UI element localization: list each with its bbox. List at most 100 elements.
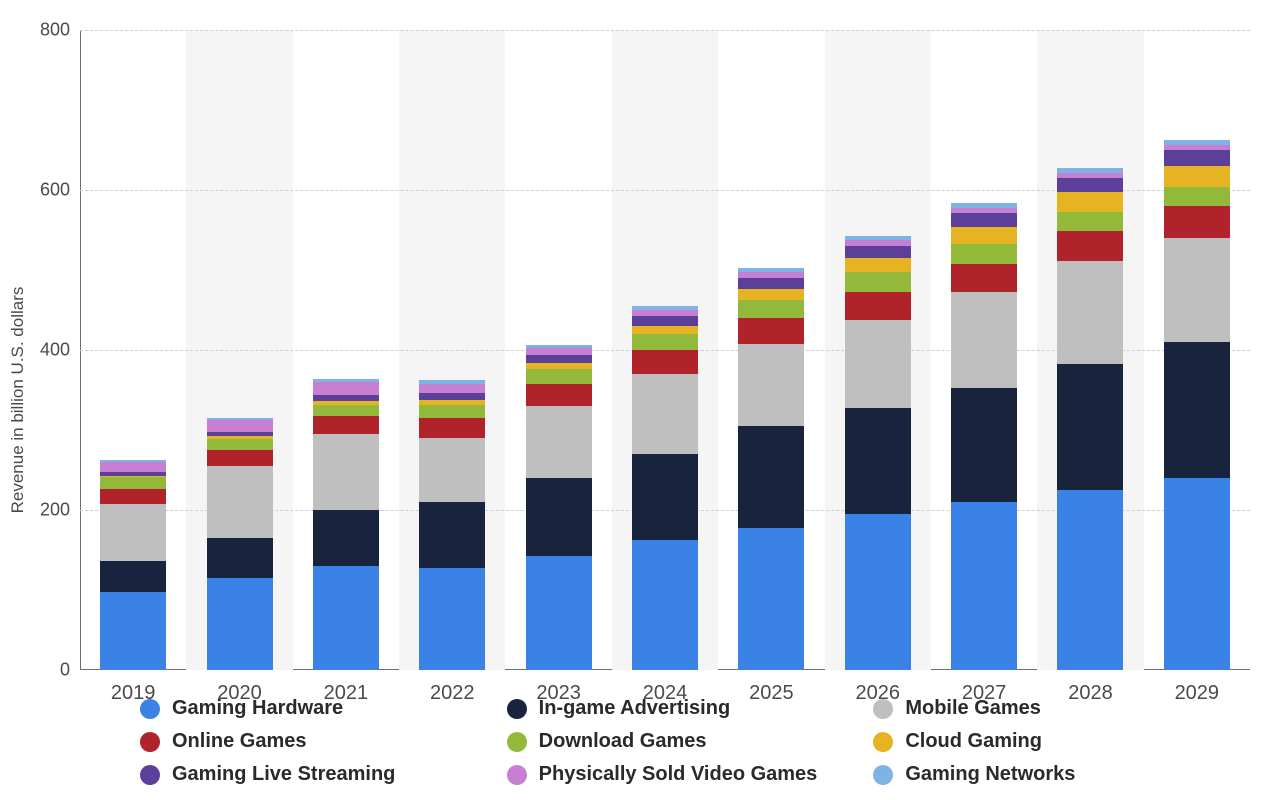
segment-download_games xyxy=(526,369,592,383)
segment-gaming_live_streaming xyxy=(632,316,698,326)
legend-label: In-game Advertising xyxy=(539,697,731,720)
legend-swatch xyxy=(140,732,160,752)
segment-online_games xyxy=(1057,231,1123,261)
segment-online_games xyxy=(1164,206,1230,238)
legend-swatch xyxy=(873,765,893,785)
bar-2019 xyxy=(100,460,166,670)
segment-cloud_gaming xyxy=(738,289,804,300)
segment-download_games xyxy=(207,439,273,450)
segment-online_games xyxy=(207,450,273,466)
y-tick-label: 0 xyxy=(60,660,70,681)
legend-swatch xyxy=(507,765,527,785)
bar-2023 xyxy=(526,345,592,670)
segment-in_game_advertising xyxy=(951,388,1017,502)
segment-download_games xyxy=(951,244,1017,263)
legend-label: Download Games xyxy=(539,730,707,753)
segment-gaming_live_streaming xyxy=(419,393,485,400)
segment-gaming_hardware xyxy=(845,514,911,670)
bar-2029 xyxy=(1164,140,1230,670)
legend-item-gaming_live_streaming: Gaming Live Streaming xyxy=(140,763,487,786)
segment-gaming_live_streaming xyxy=(526,355,592,363)
legend: Gaming HardwareIn-game AdvertisingMobile… xyxy=(140,697,1220,786)
segment-download_games xyxy=(632,334,698,350)
legend-swatch xyxy=(507,732,527,752)
segment-gaming_hardware xyxy=(632,540,698,670)
segment-mobile_games xyxy=(419,438,485,502)
bar-2021 xyxy=(313,379,379,670)
legend-label: Online Games xyxy=(172,730,307,753)
segment-in_game_advertising xyxy=(738,426,804,528)
y-tick-label: 600 xyxy=(40,180,70,201)
legend-swatch xyxy=(507,699,527,719)
segment-download_games xyxy=(1057,212,1123,231)
segment-gaming_hardware xyxy=(951,502,1017,670)
plot-area: 0200400600800201920202021202220232024202… xyxy=(80,30,1250,670)
segment-online_games xyxy=(632,350,698,374)
legend-item-gaming_networks: Gaming Networks xyxy=(873,763,1220,786)
segment-gaming_live_streaming xyxy=(738,278,804,289)
legend-label: Mobile Games xyxy=(905,697,1041,720)
segment-download_games xyxy=(313,405,379,416)
segment-physically_sold_games xyxy=(419,384,485,394)
segment-in_game_advertising xyxy=(632,454,698,540)
segment-download_games xyxy=(1164,187,1230,206)
legend-swatch xyxy=(873,699,893,719)
legend-label: Cloud Gaming xyxy=(905,730,1042,753)
segment-in_game_advertising xyxy=(845,408,911,514)
segment-gaming_live_streaming xyxy=(845,246,911,258)
segment-gaming_hardware xyxy=(313,566,379,670)
y-tick-label: 400 xyxy=(40,340,70,361)
stacked-bar-chart: Revenue in billion U.S. dollars 02004006… xyxy=(0,0,1280,800)
y-tick-label: 200 xyxy=(40,500,70,521)
segment-online_games xyxy=(951,264,1017,293)
bar-2028 xyxy=(1057,168,1123,670)
segment-in_game_advertising xyxy=(100,561,166,591)
segment-mobile_games xyxy=(100,504,166,562)
segment-physically_sold_games xyxy=(313,382,379,395)
legend-swatch xyxy=(873,732,893,752)
legend-item-online_games: Online Games xyxy=(140,730,487,753)
segment-physically_sold_games xyxy=(207,420,273,431)
y-tick-label: 800 xyxy=(40,20,70,41)
legend-item-download_games: Download Games xyxy=(507,730,854,753)
segment-online_games xyxy=(419,418,485,438)
segment-physically_sold_games xyxy=(100,462,166,472)
segment-mobile_games xyxy=(1164,238,1230,342)
segment-cloud_gaming xyxy=(1164,166,1230,187)
segment-download_games xyxy=(845,272,911,291)
bar-2027 xyxy=(951,203,1017,670)
segment-gaming_hardware xyxy=(100,592,166,670)
segment-online_games xyxy=(526,384,592,406)
segment-cloud_gaming xyxy=(951,227,1017,245)
bar-2022 xyxy=(419,380,485,670)
y-axis-label: Revenue in billion U.S. dollars xyxy=(8,287,28,514)
bar-2025 xyxy=(738,268,804,670)
segment-online_games xyxy=(313,416,379,434)
segment-gaming_hardware xyxy=(207,578,273,670)
segment-gaming_hardware xyxy=(1057,490,1123,670)
segment-in_game_advertising xyxy=(526,478,592,556)
legend-item-cloud_gaming: Cloud Gaming xyxy=(873,730,1220,753)
segment-in_game_advertising xyxy=(313,510,379,566)
segment-mobile_games xyxy=(1057,261,1123,363)
segment-mobile_games xyxy=(951,292,1017,388)
segment-cloud_gaming xyxy=(845,258,911,272)
legend-label: Gaming Live Streaming xyxy=(172,763,395,786)
segment-in_game_advertising xyxy=(1164,342,1230,478)
segment-online_games xyxy=(845,292,911,320)
segment-mobile_games xyxy=(738,344,804,426)
segment-gaming_hardware xyxy=(419,568,485,670)
grid-line xyxy=(80,30,1250,31)
segment-download_games xyxy=(100,477,166,489)
legend-label: Gaming Networks xyxy=(905,763,1075,786)
segment-download_games xyxy=(419,405,485,418)
segment-online_games xyxy=(100,489,166,503)
legend-swatch xyxy=(140,699,160,719)
segment-in_game_advertising xyxy=(419,502,485,568)
segment-gaming_hardware xyxy=(526,556,592,670)
segment-mobile_games xyxy=(845,320,911,408)
bar-2026 xyxy=(845,236,911,670)
segment-mobile_games xyxy=(632,374,698,454)
segment-in_game_advertising xyxy=(1057,364,1123,490)
segment-gaming_live_streaming xyxy=(1164,150,1230,166)
